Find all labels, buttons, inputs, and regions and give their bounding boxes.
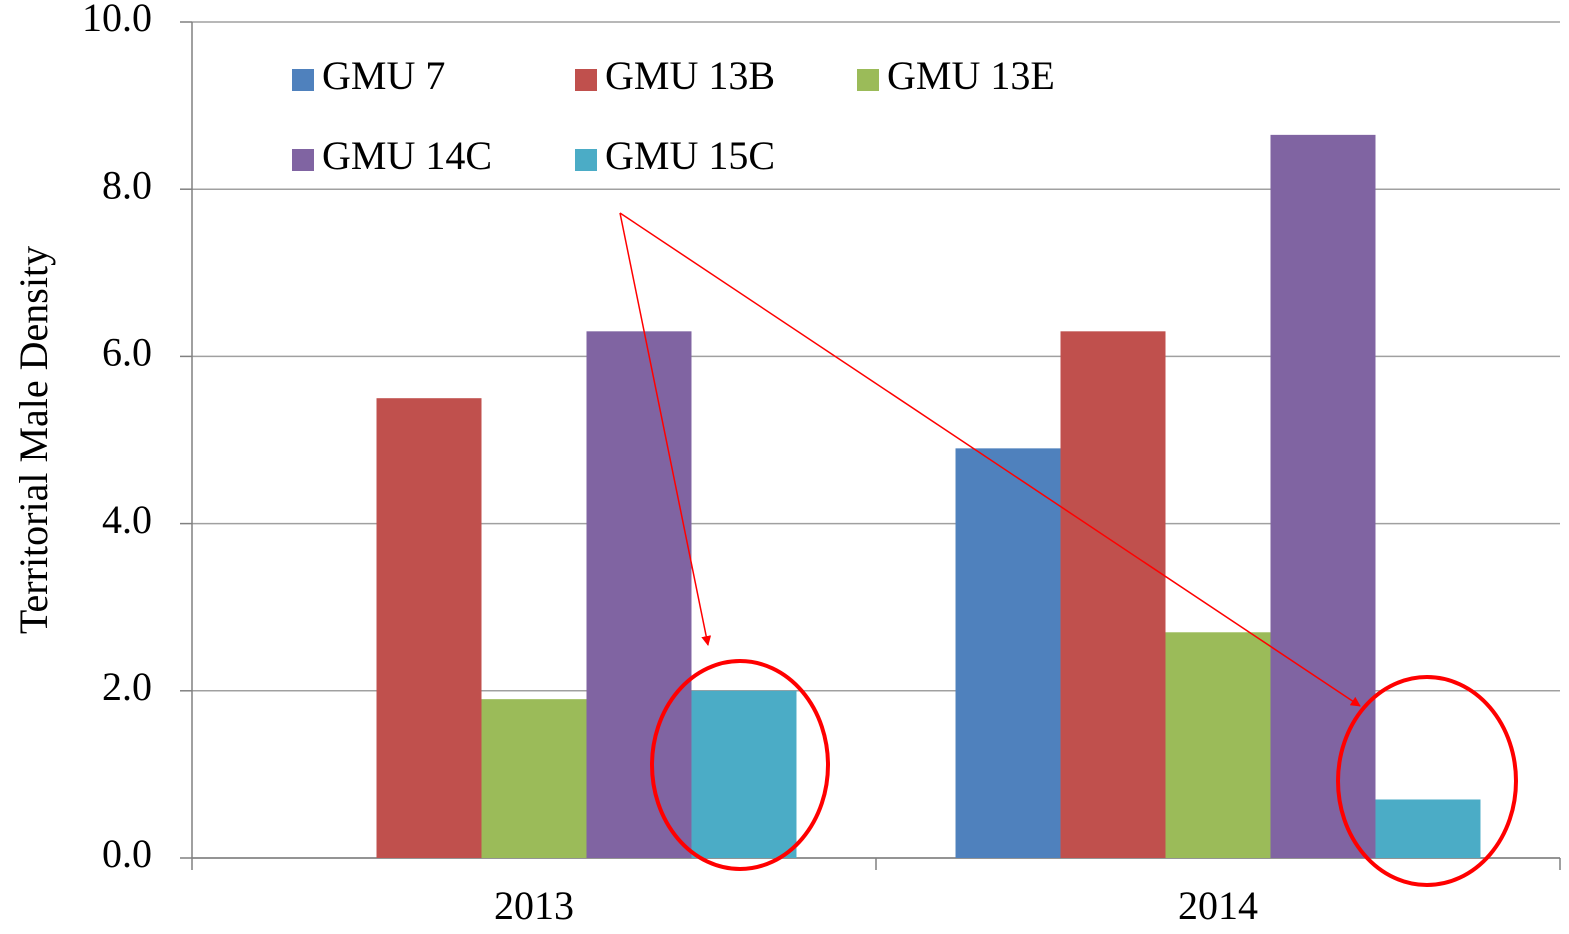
legend-label: GMU 13B [605,53,775,98]
y-tick-label: 10.0 [82,0,152,40]
bar [1375,799,1481,858]
y-tick-label: 4.0 [102,497,152,542]
y-axis-label: Territorial Male Density [11,246,56,634]
legend-swatch [857,69,879,91]
legend-label: GMU 14C [322,133,492,178]
bar [586,331,692,858]
bar [1060,331,1166,858]
annotation-arrow [619,212,712,646]
bar [1165,632,1271,858]
bar [376,398,482,858]
legend-swatch [292,69,314,91]
legend-swatch [292,149,314,171]
bar [1270,134,1376,859]
legend-label: GMU 13E [887,53,1055,98]
legend-label: GMU 7 [322,53,445,98]
bar [481,699,587,858]
x-tick-label: 2014 [1178,883,1258,928]
annotation-circle [1336,675,1518,887]
y-tick-label: 0.0 [102,831,152,876]
legend-swatch [575,69,597,91]
bar [955,448,1061,858]
y-tick-label: 8.0 [102,162,152,207]
annotation-arrow [619,212,1361,707]
y-tick-label: 2.0 [102,664,152,709]
annotation-circle [650,659,830,871]
legend-swatch [575,149,597,171]
bar [691,690,797,858]
legend-label: GMU 15C [605,133,775,178]
x-tick-label: 2013 [494,883,574,928]
y-tick-label: 6.0 [102,330,152,375]
